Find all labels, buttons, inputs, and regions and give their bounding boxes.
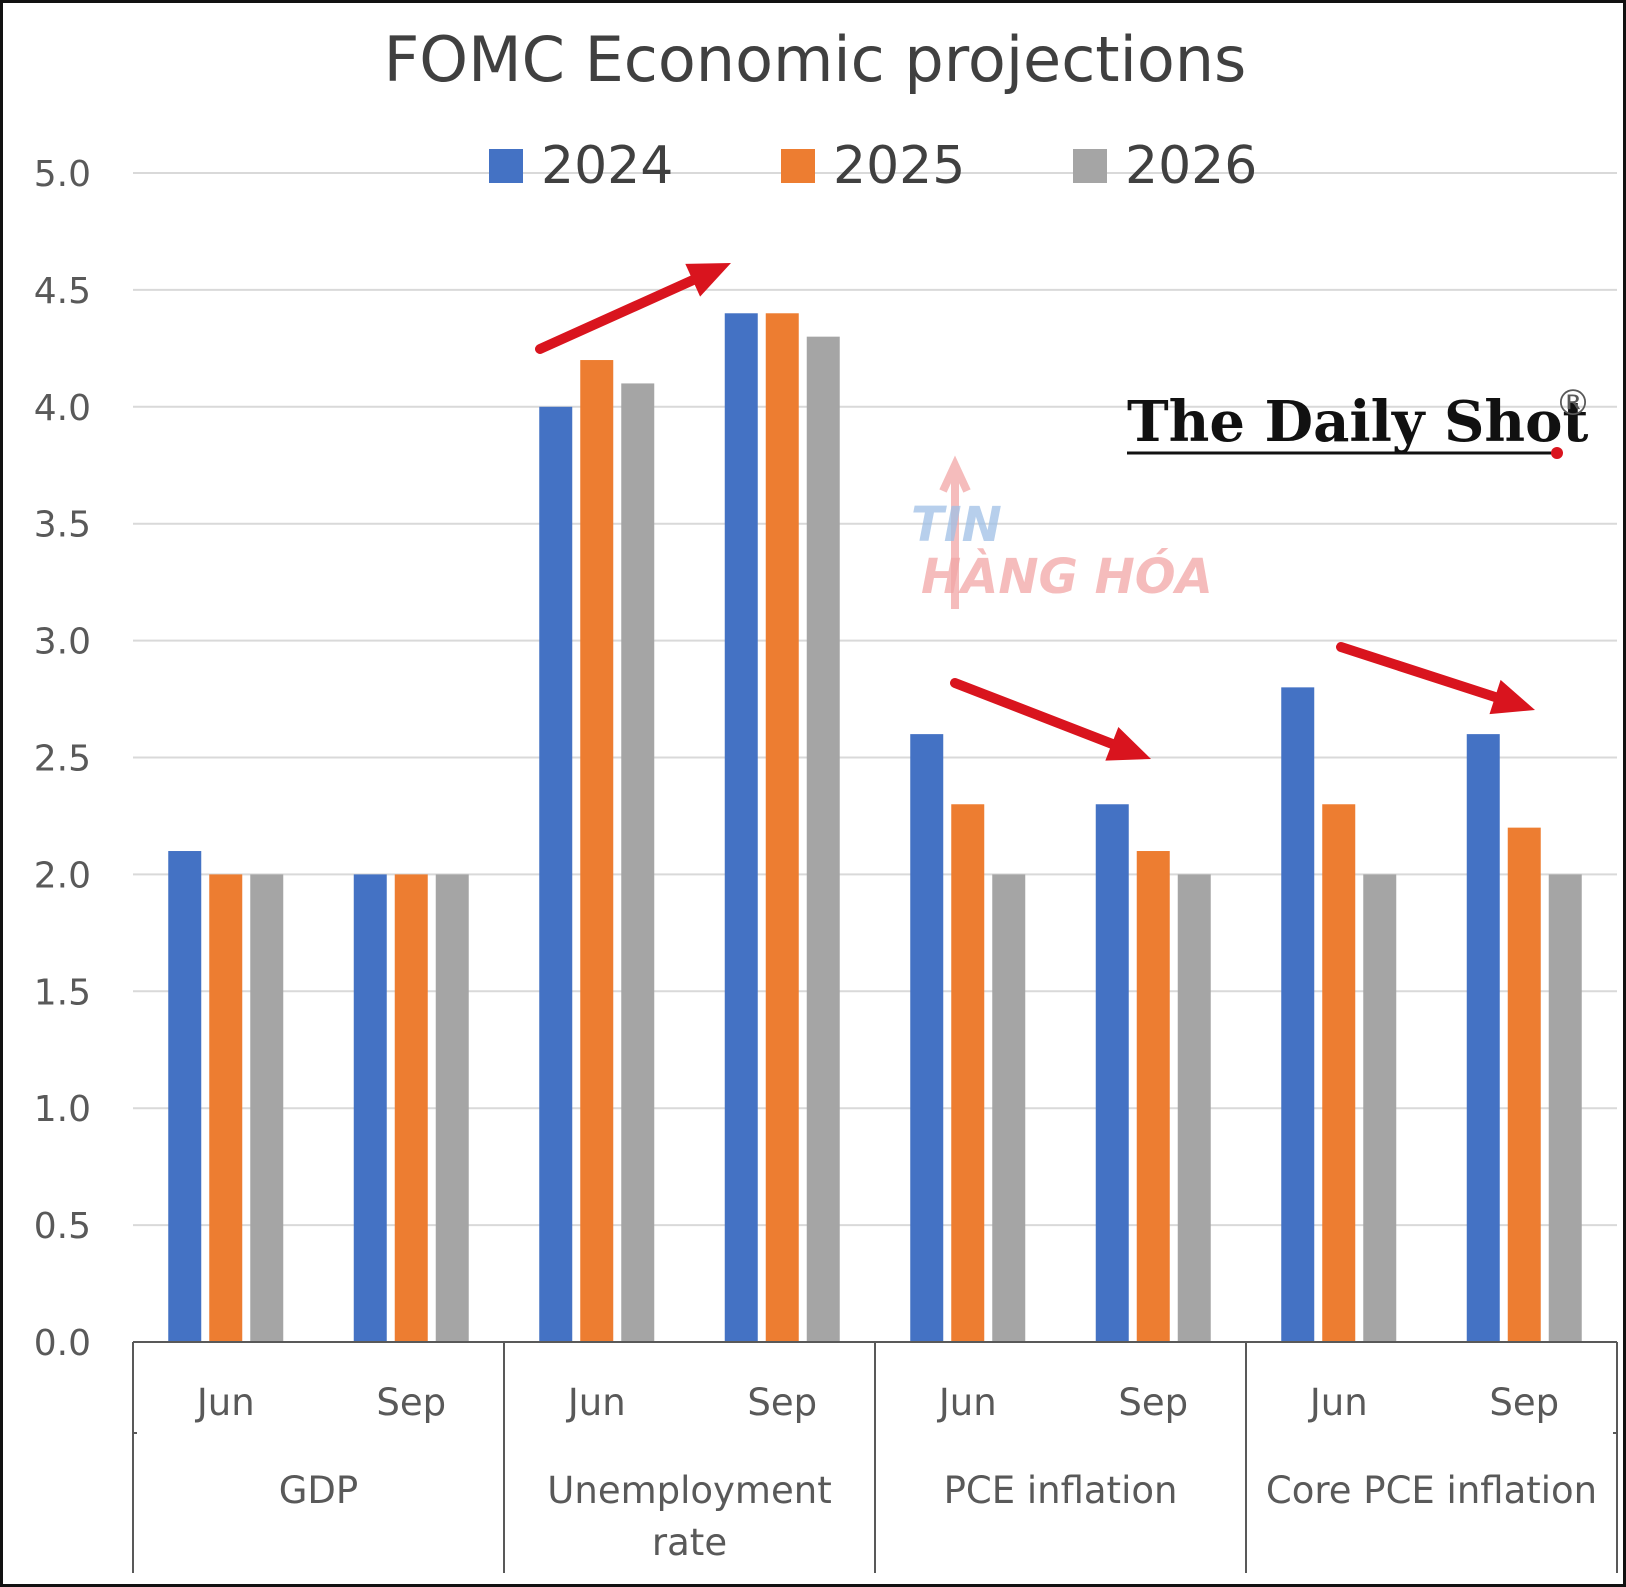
legend-swatch-2025	[781, 149, 815, 183]
x-tick-label: Jun	[937, 1381, 997, 1424]
bar-2025-6	[1136, 851, 1170, 1342]
trend-arrow-shaft	[950, 678, 1117, 749]
bar-2025-8	[1507, 827, 1541, 1342]
y-tick-label: 3.5	[34, 505, 91, 546]
x-tick-label: Sep	[1118, 1381, 1188, 1424]
bar-2026-8	[1548, 874, 1582, 1342]
legend-label-2026: 2026	[1125, 136, 1257, 196]
bar-2024-5	[910, 734, 944, 1342]
bar-2024-2	[353, 874, 387, 1342]
bar-2026-1	[250, 874, 284, 1342]
brand-dot	[1551, 447, 1563, 459]
bar-2024-8	[1466, 734, 1500, 1342]
y-tick-label: 2.5	[34, 739, 91, 780]
watermark-line-2: HÀNG HÓA	[921, 548, 1213, 605]
group-label: PCE inflation	[944, 1469, 1178, 1512]
y-tick-label: 0.5	[34, 1206, 91, 1247]
group-label: Core PCE inflation	[1266, 1469, 1597, 1512]
trend-arrow-head	[685, 263, 731, 297]
y-tick-label: 1.5	[34, 972, 91, 1013]
bar-2026-6	[1177, 874, 1211, 1342]
x-tick-label: Jun	[195, 1381, 255, 1424]
bar-2026-2	[435, 874, 469, 1342]
bar-2024-7	[1281, 687, 1315, 1342]
bar-2026-7	[1363, 874, 1397, 1342]
fomc-bar-chart: 0.0 0.5 1.0 1.5 2.0 2.5 3.0 3.5 4.0 4.5 5.0 Jun Sep…	[34, 23, 1618, 1573]
brand-registered-mark: ®	[1555, 383, 1591, 424]
trend-arrow-head	[1489, 679, 1535, 715]
x-tick-label: Jun	[566, 1381, 626, 1424]
bar-2024-6	[1095, 804, 1129, 1342]
legend-swatch-2024	[489, 149, 523, 183]
group-label: GDP	[279, 1469, 358, 1512]
y-tick-label: 4.5	[34, 271, 91, 312]
group-label: Unemployment rate	[547, 1469, 831, 1564]
x-tick-label: Sep	[376, 1381, 446, 1424]
x-tick-label: Jun	[1308, 1381, 1368, 1424]
bar-2026-5	[992, 874, 1026, 1342]
bar-2025-4	[765, 313, 799, 1342]
bar-2025-7	[1322, 804, 1356, 1342]
y-tick-label: 4.0	[34, 388, 91, 429]
category-groups: GDP Unemployment rate PCE inflation Core PCE…	[279, 1469, 1597, 1564]
legend-label-2024: 2024	[541, 136, 673, 196]
y-tick-label: 5.0	[34, 154, 91, 195]
brand-text: The Daily Shot	[1127, 389, 1588, 455]
watermark: TIN HÀNG HÓA	[911, 455, 1213, 609]
trend-arrows	[535, 263, 1535, 761]
y-axis-ticks: 0.0 0.5 1.0 1.5 2.0 2.5 3.0 3.5 4.0 4.5 5.0	[34, 154, 91, 1364]
legend-swatch-2026	[1073, 149, 1107, 183]
category-axis	[132, 1341, 1618, 1573]
bar-2024-3	[539, 406, 573, 1342]
y-tick-label: 1.0	[34, 1089, 91, 1130]
trend-arrow-shaft	[1336, 642, 1501, 703]
x-axis-ticks: Jun Sep Jun Sep Jun Sep Jun Sep	[195, 1381, 1559, 1424]
watermark-arrow-icon	[939, 455, 971, 609]
bar-2024-1	[168, 851, 202, 1342]
legend-label-2025: 2025	[833, 136, 965, 196]
legend: 2024 2025 2026	[489, 136, 1257, 196]
y-tick-label: 0.0	[34, 1323, 91, 1364]
bar-2026-3	[621, 383, 655, 1342]
bar-2025-2	[394, 874, 428, 1342]
chart-title: FOMC Economic projections	[384, 23, 1247, 96]
bar-2025-5	[951, 804, 985, 1342]
x-tick-label: Sep	[1489, 1381, 1559, 1424]
y-tick-label: 2.0	[34, 855, 91, 896]
watermark-line-1: TIN	[911, 497, 1002, 553]
bar-2025-3	[580, 360, 614, 1342]
bar-2025-1	[209, 874, 243, 1342]
trend-arrow-shaft	[535, 275, 698, 354]
trend-arrow-head	[1105, 727, 1151, 761]
y-tick-label: 3.0	[34, 622, 91, 663]
bars	[168, 313, 1582, 1342]
x-tick-label: Sep	[747, 1381, 817, 1424]
brand-logo: The Daily Shot ®	[1127, 383, 1591, 459]
bar-2024-4	[724, 313, 758, 1342]
bar-2026-4	[806, 336, 840, 1342]
